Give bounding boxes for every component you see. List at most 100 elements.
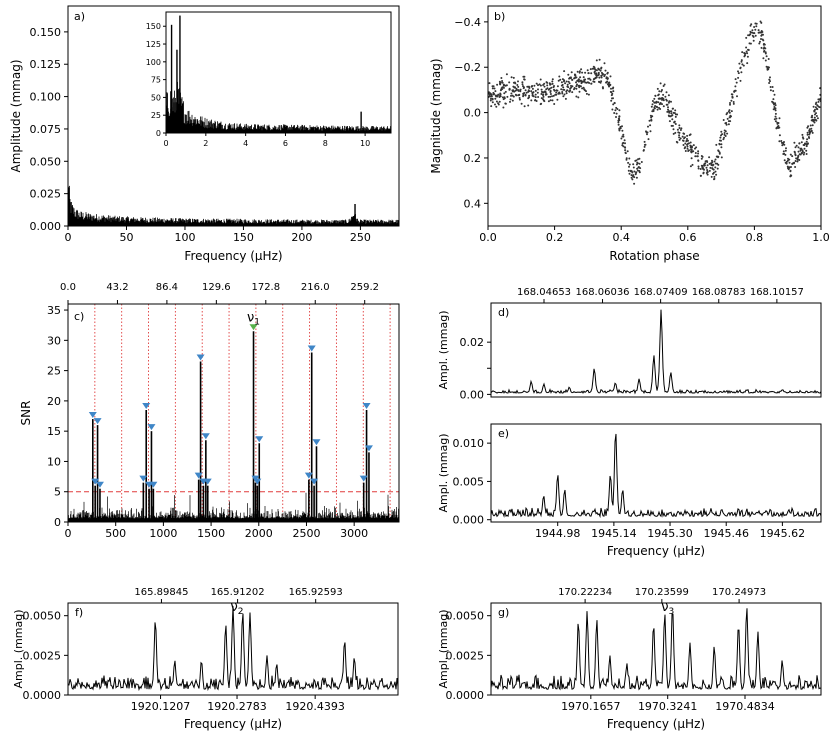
panel-b-point bbox=[491, 85, 494, 88]
panel-a-inset-y-tick-label: 0 bbox=[156, 129, 161, 138]
panel-b-point bbox=[774, 104, 777, 107]
panel-g-y-tick-label: 0.0050 bbox=[446, 610, 485, 623]
panel-b-point bbox=[578, 84, 581, 87]
panel-b-point bbox=[692, 144, 695, 147]
panel-b-point bbox=[658, 103, 661, 106]
panel-b-point bbox=[491, 98, 494, 101]
panel-b-point bbox=[661, 103, 663, 106]
panel-c-top-tick-label: 86.4 bbox=[156, 282, 178, 293]
panel-b-point bbox=[785, 147, 787, 150]
panel-b-point bbox=[774, 120, 777, 123]
panel-e-label: e) bbox=[498, 427, 509, 440]
panel-b-point bbox=[667, 110, 670, 113]
panel-b-point bbox=[540, 102, 543, 105]
panel-b-point bbox=[683, 137, 686, 140]
panel-b-point bbox=[494, 103, 496, 106]
panel-b-point bbox=[621, 135, 624, 138]
panel-b-point bbox=[815, 115, 818, 117]
panel-b-point bbox=[657, 101, 660, 104]
panel-a-inset-bg bbox=[166, 12, 391, 133]
panel-b-point bbox=[780, 140, 783, 142]
panel-b-point bbox=[501, 80, 504, 82]
panel-b-point bbox=[650, 118, 653, 121]
panel-b-point bbox=[624, 149, 627, 152]
panel-b-point bbox=[809, 131, 812, 133]
panel-b-point bbox=[774, 112, 777, 115]
panel-b-point bbox=[598, 80, 600, 83]
panel-d: 0.00 0.02 168.04653 168.06036 168.07409 168.0… bbox=[437, 287, 822, 401]
panel-c-y-tick-label: 15 bbox=[47, 425, 61, 438]
panel-b-point bbox=[675, 140, 678, 143]
panel-a-inset-y-tick-label: 25 bbox=[151, 111, 161, 120]
panel-b-point bbox=[578, 90, 581, 93]
panel-b-label: b) bbox=[494, 10, 505, 23]
panel-b-point bbox=[793, 162, 795, 165]
panel-d-top-tick-label: 168.04653 bbox=[517, 287, 571, 298]
panel-b-point bbox=[651, 115, 654, 118]
panel-b-point bbox=[517, 80, 519, 83]
panel-b-y-tick-label: −0.2 bbox=[454, 61, 481, 74]
panel-b-point bbox=[752, 35, 755, 38]
panel-a-amplitude-line bbox=[68, 175, 399, 226]
panel-b-point bbox=[502, 98, 505, 101]
panel-b-point bbox=[628, 163, 631, 166]
panel-b-point bbox=[701, 164, 704, 167]
panel-b-point bbox=[536, 91, 539, 94]
panel-c-nu1-annotation: ν1 bbox=[247, 310, 260, 327]
panel-g-xlabel: Frequency (μHz) bbox=[607, 717, 705, 731]
panel-b-point bbox=[686, 134, 689, 137]
panel-b-point bbox=[656, 87, 659, 90]
panel-b-point bbox=[812, 105, 815, 108]
panel-b-point bbox=[534, 93, 537, 96]
panel-b-point bbox=[814, 113, 816, 116]
panel-b-point bbox=[772, 98, 775, 101]
panel-b-point bbox=[532, 91, 535, 94]
panel-b-point bbox=[656, 108, 659, 111]
panel-e-y-tick-label: 0.000 bbox=[453, 514, 485, 527]
panel-b-point bbox=[757, 29, 760, 32]
panel-b-point bbox=[786, 165, 789, 168]
panel-b-point bbox=[513, 90, 516, 93]
panel-c-peak-marker bbox=[359, 475, 368, 482]
panel-b-point bbox=[617, 121, 620, 124]
panel-b-point bbox=[699, 168, 702, 170]
panel-b-point bbox=[642, 149, 645, 151]
panel-b-point bbox=[630, 176, 633, 179]
panel-b-point bbox=[488, 82, 491, 85]
panel-b-point bbox=[554, 93, 557, 96]
panel-b-point bbox=[580, 68, 583, 71]
panel-b-point bbox=[537, 84, 539, 87]
panel-c-peak-marker bbox=[253, 478, 262, 485]
panel-b-point bbox=[624, 142, 626, 145]
panel-c-frame bbox=[67, 303, 400, 523]
panel-c-x-tick-label: 2000 bbox=[245, 527, 273, 540]
panel-c-noise bbox=[68, 492, 399, 522]
panel-b-point bbox=[578, 71, 581, 74]
panel-b-point bbox=[576, 83, 578, 86]
panel-b-point bbox=[612, 103, 615, 106]
panel-b-points bbox=[488, 20, 821, 185]
panel-b-point bbox=[604, 69, 607, 72]
panel-b-point bbox=[513, 86, 516, 89]
panel-b-point bbox=[674, 123, 677, 125]
panel-b-point bbox=[753, 26, 756, 28]
panel-b-point bbox=[764, 51, 767, 54]
panel-b-point bbox=[704, 162, 707, 165]
panel-b-point bbox=[697, 150, 700, 153]
panel-f-ylabel: Ampl. (mmag) bbox=[12, 609, 25, 688]
panel-b-point bbox=[491, 87, 494, 90]
panel-b-point bbox=[795, 144, 798, 147]
panel-b-point bbox=[646, 133, 648, 136]
panel-b-point bbox=[662, 99, 665, 102]
panel-b-point bbox=[798, 142, 801, 145]
panel-b-point bbox=[813, 110, 816, 113]
panel-b-point bbox=[713, 177, 716, 180]
panel-b-point bbox=[714, 170, 717, 173]
panel-b-point bbox=[631, 171, 634, 174]
panel-b-point bbox=[803, 151, 806, 154]
panel-b-point bbox=[727, 120, 730, 123]
panel-b-point bbox=[615, 116, 617, 118]
panel-b-point bbox=[773, 102, 776, 105]
panel-a-inset-x-tick-label: 0 bbox=[163, 139, 168, 148]
panel-b-point bbox=[631, 178, 634, 181]
